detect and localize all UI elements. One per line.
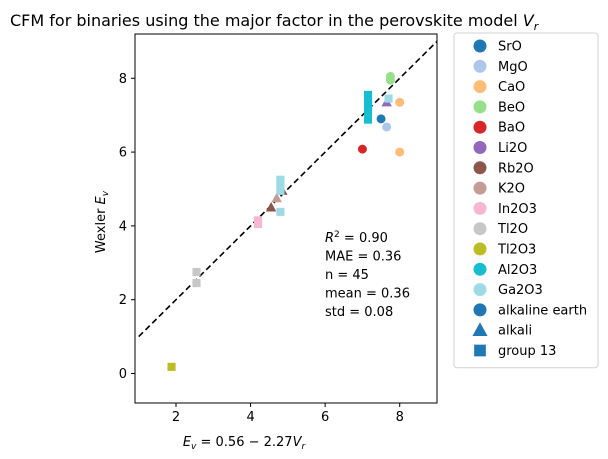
stats-line: R2 = 0.90 xyxy=(325,230,388,246)
legend-marker-bao xyxy=(473,120,487,134)
legend-marker-mgo xyxy=(473,59,487,73)
y-tick-label: 6 xyxy=(119,146,127,161)
legend-label: SrO xyxy=(498,40,522,55)
legend-label: Ga2O3 xyxy=(498,283,543,298)
data-point-tl2o xyxy=(192,279,201,288)
legend-label: Tl2O3 xyxy=(497,243,536,258)
legend-marker-tl2o3 xyxy=(473,242,487,256)
axes-frame xyxy=(134,33,438,404)
data-point-ga2o3 xyxy=(384,94,393,103)
stats-line: mean = 0.36 xyxy=(325,287,410,302)
legend-marker-beo xyxy=(473,100,487,114)
x-tick-label: 4 xyxy=(246,410,254,425)
chart-title: CFM for binaries using the major factor … xyxy=(10,11,540,33)
legend-label: In2O3 xyxy=(498,202,537,217)
legend-label: BaO xyxy=(498,121,525,136)
data-point-al2o3 xyxy=(363,107,373,116)
data-point-tl2o3 xyxy=(167,362,176,371)
x-tick-label: 2 xyxy=(172,410,180,425)
legend-label: Rb2O xyxy=(498,161,534,176)
data-point-ga2o3 xyxy=(276,186,285,195)
legend-label: group 13 xyxy=(498,344,556,359)
data-point-mgo xyxy=(382,122,392,132)
data-point-cao xyxy=(395,147,405,157)
data-point-beo xyxy=(385,71,395,81)
legend-marker-in2o3 xyxy=(473,201,487,215)
data-point-sro xyxy=(376,114,386,124)
data-point-in2o3 xyxy=(253,216,263,225)
stats-line: std = 0.08 xyxy=(325,305,393,320)
legend-label: BeO xyxy=(498,100,525,115)
legend-marker-rb2o xyxy=(473,161,487,175)
legend-label: alkali xyxy=(498,324,532,339)
legend-label: Li2O xyxy=(498,141,527,156)
legend-marker-li2o xyxy=(473,141,487,154)
data-point-bao xyxy=(357,144,367,154)
data-point-al2o3 xyxy=(363,90,373,99)
legend-marker-cao xyxy=(473,80,487,94)
legend-label: K2O xyxy=(498,182,525,197)
data-point-tl2o xyxy=(192,267,201,277)
data-point-ga2o3 xyxy=(276,181,285,190)
data-point-rb2o xyxy=(265,202,277,212)
legend-marker-sro xyxy=(473,39,487,53)
data-point-k2o xyxy=(271,192,282,203)
y-tick-label: 0 xyxy=(119,367,127,382)
data-point-ga2o3 xyxy=(276,207,285,216)
data-point-al2o3 xyxy=(363,115,373,124)
stats-line: MAE = 0.36 xyxy=(325,250,401,265)
legend-marker-k2o xyxy=(473,181,487,195)
legend-label: Al2O3 xyxy=(498,263,537,278)
legend-label: CaO xyxy=(498,80,525,95)
legend-label: alkaline earth xyxy=(498,303,587,318)
x-tick-label: 8 xyxy=(396,410,404,425)
x-tick-label: 6 xyxy=(321,410,329,425)
fit-line xyxy=(138,40,438,338)
legend-marker-al2o3 xyxy=(473,262,487,276)
data-point-ga2o3 xyxy=(276,175,285,184)
legend-label: Tl2O xyxy=(497,222,528,237)
x-axis-label: Ev = 0.56 − 2.27Vr xyxy=(183,435,307,452)
y-axis-label: Wexler Ev xyxy=(94,190,111,253)
legend-box xyxy=(453,32,599,369)
y-tick-label: 8 xyxy=(119,72,127,87)
plot-area: 2 4 6 8 0 2 4 6 8 xyxy=(119,33,438,425)
legend-marker-alkaline-earth xyxy=(473,303,487,317)
data-point-cao xyxy=(395,97,405,107)
legend-marker-tl2o xyxy=(473,222,487,236)
y-tick-label: 2 xyxy=(119,293,127,308)
stats-line: n = 45 xyxy=(325,268,369,283)
y-tick-label: 4 xyxy=(119,219,127,234)
legend-marker-group-13 xyxy=(474,344,486,357)
legend-label: MgO xyxy=(498,60,528,75)
stats-annotation: R2 = 0.90 MAE = 0.36 n = 45 mean = 0.36 std … xyxy=(325,230,410,320)
legend-marker-alkali xyxy=(472,322,488,337)
legend-marker-ga2o3 xyxy=(473,283,487,297)
legend: SrO MgO CaO BeO BaO Li2O Rb2O K2O In2O3 Tl2O Tl2O3… xyxy=(453,32,599,369)
